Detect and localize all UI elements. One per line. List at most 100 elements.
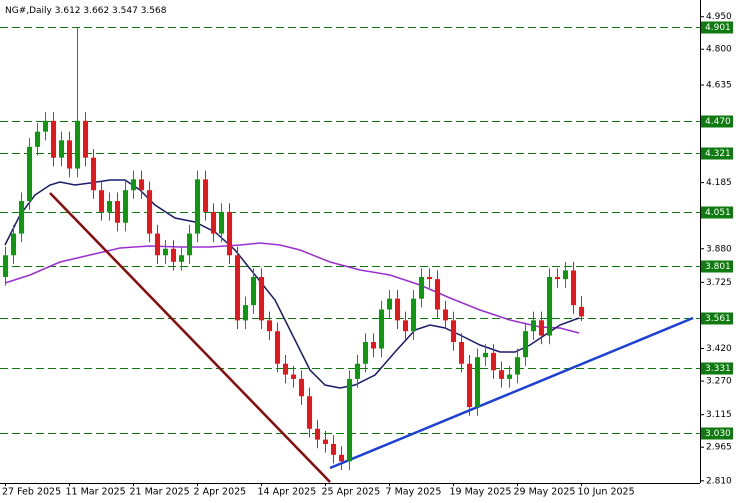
candle-body xyxy=(75,120,80,169)
candle-body xyxy=(435,279,440,310)
candle-body xyxy=(43,120,48,132)
candle-body xyxy=(331,443,336,455)
candle-body xyxy=(411,298,416,332)
level-label-box xyxy=(701,147,733,160)
candle-body xyxy=(499,370,504,379)
x-tick-label: 11 Mar 2025 xyxy=(66,487,126,498)
x-tick-label: 14 Apr 2025 xyxy=(258,487,317,498)
candle-body xyxy=(131,179,136,191)
candle-body xyxy=(187,233,192,256)
candle-body xyxy=(115,201,120,223)
candle-body xyxy=(11,233,16,256)
candle-body xyxy=(379,309,384,349)
candle-body xyxy=(339,454,344,462)
candle-body xyxy=(483,352,488,358)
y-tick-label: 4.185 xyxy=(706,178,732,188)
chart-title: NG#,Daily 3.612 3.662 3.547 3.568 xyxy=(5,6,167,16)
candle-body xyxy=(315,428,320,440)
last-close: 3.568 xyxy=(141,6,167,16)
last-high: 3.662 xyxy=(83,6,109,16)
candle-body xyxy=(51,120,56,158)
candle-body xyxy=(403,320,408,332)
candle-body xyxy=(475,357,480,408)
y-tick-label: 3.115 xyxy=(706,410,732,420)
candle-body xyxy=(107,201,112,212)
candle-body xyxy=(227,211,232,256)
level-label: 4.470 xyxy=(705,117,731,127)
candle-body xyxy=(467,363,472,408)
candle-body xyxy=(459,342,464,364)
level-label-box xyxy=(701,21,733,34)
level-label: 3.331 xyxy=(705,364,731,374)
candle-body xyxy=(99,190,104,212)
y-tick-label: 4.800 xyxy=(706,45,732,55)
level-label: 4.051 xyxy=(705,208,731,218)
candle-body xyxy=(507,374,512,379)
candle-body xyxy=(139,179,144,191)
y-tick-label: 4.635 xyxy=(706,81,732,91)
candle-body xyxy=(147,190,152,234)
y-tick-label: 4.950 xyxy=(706,12,732,22)
candle-body xyxy=(291,374,296,379)
y-tick-label: 3.420 xyxy=(706,344,732,354)
candle-body xyxy=(427,276,432,280)
level-label-box xyxy=(701,206,733,219)
candle-body xyxy=(19,201,24,234)
candle-body xyxy=(67,140,72,169)
x-tick-label: 25 Apr 2025 xyxy=(322,487,381,498)
candle-body xyxy=(371,342,376,349)
candle-body xyxy=(91,157,96,191)
candle-body xyxy=(155,233,160,256)
candle-body xyxy=(179,255,184,262)
last-low: 3.547 xyxy=(112,6,138,16)
x-tick-label: 21 Mar 2025 xyxy=(130,487,190,498)
moving-average-fast xyxy=(4,179,580,389)
candle-body xyxy=(579,306,584,317)
candle-body xyxy=(515,357,520,375)
candle-body xyxy=(307,396,312,429)
candle-body xyxy=(251,276,256,306)
candle-body xyxy=(531,320,536,332)
candle-body xyxy=(83,120,88,158)
uptrend-line xyxy=(329,316,694,470)
candle-body xyxy=(547,276,552,336)
candle-body xyxy=(3,255,8,277)
level-label: 3.801 xyxy=(705,262,731,272)
candle-body xyxy=(219,211,224,234)
candle-body xyxy=(275,331,280,364)
candle-body xyxy=(203,179,208,212)
candle-body xyxy=(299,378,304,397)
last-open: 3.612 xyxy=(55,6,81,16)
candle-body xyxy=(35,131,40,147)
candle-body xyxy=(539,320,544,336)
candle-body xyxy=(211,211,216,234)
x-tick-label: 19 May 2025 xyxy=(450,487,512,498)
candle-body xyxy=(59,140,64,158)
candle-body xyxy=(355,363,360,379)
candle-body xyxy=(27,146,32,202)
level-label-box xyxy=(701,427,733,440)
downtrend-line xyxy=(49,192,331,483)
y-tick-label: 3.725 xyxy=(706,278,732,288)
candle-body xyxy=(163,248,168,256)
x-tick-label: 10 Jun 2025 xyxy=(578,487,635,498)
candle-body xyxy=(123,190,128,223)
candle-body xyxy=(259,276,264,321)
candle-body xyxy=(387,298,392,310)
candle-body xyxy=(283,363,288,375)
y-tick-label: 3.880 xyxy=(706,244,732,254)
candle-body xyxy=(363,342,368,364)
candle-body xyxy=(523,331,528,358)
y-tick-label: 3.270 xyxy=(706,377,732,387)
x-tick-label: 2 Apr 2025 xyxy=(194,487,247,498)
candle-body xyxy=(451,320,456,343)
candle-body xyxy=(195,179,200,234)
level-label-box xyxy=(701,260,733,273)
level-label: 4.901 xyxy=(705,23,731,33)
symbol: NG#,Daily xyxy=(5,6,53,16)
candle-body xyxy=(555,276,560,280)
candle-body xyxy=(563,270,568,280)
candle-body xyxy=(395,298,400,321)
